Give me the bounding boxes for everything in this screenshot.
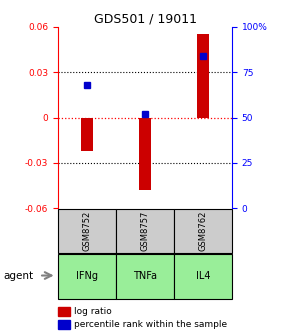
Text: GSM8762: GSM8762	[198, 211, 208, 251]
Bar	[174, 209, 232, 253]
Bar	[81, 118, 93, 151]
Bar	[58, 254, 116, 299]
Bar	[58, 209, 116, 253]
Text: log ratio: log ratio	[74, 307, 112, 316]
Text: GSM8757: GSM8757	[140, 211, 150, 251]
Bar	[116, 209, 174, 253]
Bar	[139, 118, 151, 190]
Text: agent: agent	[3, 271, 33, 281]
Text: IFNg: IFNg	[76, 271, 98, 281]
Title: GDS501 / 19011: GDS501 / 19011	[93, 13, 197, 26]
Text: percentile rank within the sample: percentile rank within the sample	[74, 320, 227, 329]
Text: GSM8752: GSM8752	[82, 211, 92, 251]
Bar	[197, 35, 209, 118]
Text: IL4: IL4	[196, 271, 210, 281]
Text: TNFa: TNFa	[133, 271, 157, 281]
Bar	[174, 254, 232, 299]
Bar	[116, 254, 174, 299]
